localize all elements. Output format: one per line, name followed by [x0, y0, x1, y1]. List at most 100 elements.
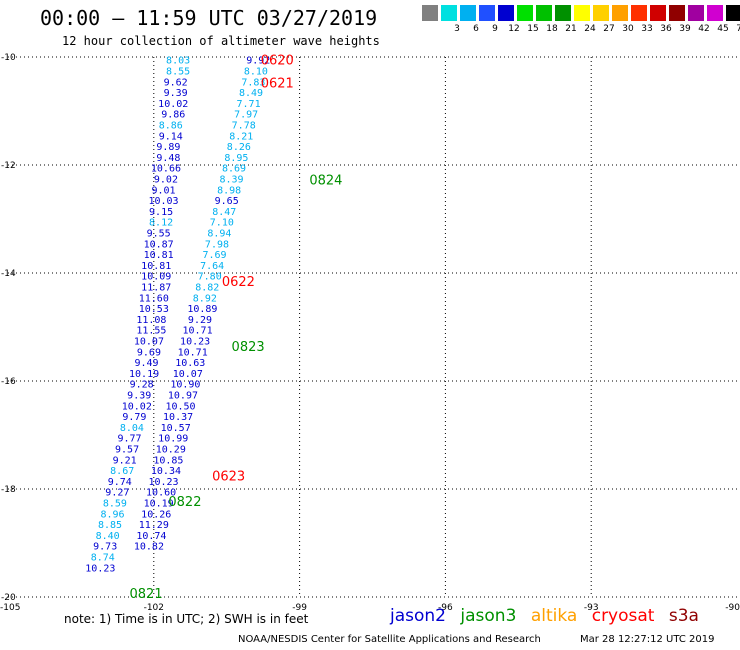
- swh-value: 10.87: [144, 239, 174, 250]
- swh-value: 10.23: [85, 563, 115, 574]
- swh-value: 10.99: [158, 434, 188, 445]
- colorbar-label: 36: [660, 24, 672, 34]
- swh-value: 7.10: [210, 218, 234, 229]
- lat-tick-label: -18: [1, 485, 16, 495]
- colorbar-label: 18: [546, 24, 558, 34]
- colorbar-swatch: [574, 5, 590, 21]
- legend-altika: altika: [530, 606, 578, 626]
- legend-cryosat: cryosat: [591, 606, 655, 626]
- colorbar-swatch: [726, 5, 740, 21]
- swh-value: 11.08: [136, 315, 166, 326]
- colorbar-swatch: [669, 5, 685, 21]
- swh-value: 10.85: [153, 455, 183, 466]
- swh-value: 8.40: [96, 531, 120, 542]
- pass-time-label: 0824: [309, 174, 342, 189]
- lat-tick-label: -16: [1, 377, 16, 387]
- swh-value: 8.21: [229, 131, 253, 142]
- footer-note: note: 1) Time is in UTC; 2) SWH is in fe…: [64, 612, 309, 626]
- colorbar-label: 39: [679, 24, 691, 34]
- swh-value: 10.37: [163, 412, 193, 423]
- swh-value: 10.82: [134, 542, 164, 553]
- swh-value: 10.23: [180, 337, 210, 348]
- swh-value: 10.02: [122, 401, 152, 412]
- pass-time-label: 0622: [222, 275, 255, 290]
- swh-value: 8.82: [195, 283, 219, 294]
- swh-value: 10.81: [144, 250, 174, 261]
- lon-tick-label: -90: [725, 603, 740, 613]
- swh-value: 10.89: [187, 304, 217, 315]
- swh-value: 8.69: [222, 164, 246, 175]
- colorbar-label: 24: [584, 24, 596, 34]
- swh-value: 7.97: [234, 110, 258, 121]
- swh-value: 9.28: [130, 380, 154, 391]
- swh-value: 8.04: [120, 423, 144, 434]
- swh-value: 9.29: [188, 315, 212, 326]
- swh-value: 9.49: [134, 358, 158, 369]
- swh-value: 8.95: [224, 153, 248, 164]
- lat-tick-label: -12: [1, 161, 16, 171]
- swh-value: 9.89: [156, 142, 180, 153]
- swh-value: 7.83: [241, 77, 265, 88]
- swh-value: 10.07: [134, 337, 164, 348]
- swh-value: 8.85: [98, 520, 122, 531]
- colorbar-swatch: [498, 5, 514, 21]
- swh-value: 9.69: [137, 347, 161, 358]
- lat-tick-label: -10: [1, 53, 16, 63]
- swh-value: 9.55: [147, 229, 171, 240]
- colorbar-label: 45: [717, 24, 729, 34]
- swh-value: 10.23: [148, 477, 178, 488]
- swh-value: 8.59: [103, 499, 127, 510]
- swh-value: 10.60: [146, 488, 176, 499]
- swh-value: 10.71: [182, 326, 212, 337]
- generated-timestamp: Mar 28 12:27:12 UTC 2019: [580, 634, 715, 645]
- colorbar-label: 3: [454, 24, 460, 34]
- satellite-legend: jason2 jason3 altika cryosat s3a: [390, 606, 708, 626]
- pass-time-label: 0623: [212, 470, 245, 485]
- swh-value: 9.73: [93, 542, 117, 553]
- swh-value: 7.69: [203, 250, 227, 261]
- swh-value: 8.86: [159, 121, 183, 132]
- swh-value: 11.87: [141, 283, 171, 294]
- colorbar-swatch: [422, 5, 438, 21]
- swh-value: 10.53: [139, 304, 169, 315]
- swh-value: 8.10: [244, 67, 268, 78]
- swh-value: 8.12: [149, 218, 173, 229]
- credit-line: NOAA/NESDIS Center for Satellite Applica…: [238, 634, 541, 645]
- colorbar-label: 6: [473, 24, 479, 34]
- swh-value: 10.71: [178, 347, 208, 358]
- colorbar-swatch: [555, 5, 571, 21]
- colorbar-swatch: [707, 5, 723, 21]
- swh-value: 10.50: [165, 401, 195, 412]
- lat-tick-label: -20: [1, 593, 16, 603]
- swh-value: 8.47: [212, 207, 236, 218]
- swh-value: 10.02: [158, 99, 188, 110]
- swh-value: 7.71: [237, 99, 261, 110]
- swh-value: 11.29: [139, 520, 169, 531]
- swh-value: 8.67: [110, 466, 134, 477]
- swh-value: 9.14: [159, 131, 183, 142]
- page-subtitle: 12 hour collection of altimeter wave hei…: [62, 34, 380, 48]
- swh-value: 8.39: [220, 175, 244, 186]
- colorbar-label: 12: [508, 24, 520, 34]
- swh-value: 10.63: [175, 358, 205, 369]
- colorbar-swatch: [612, 5, 628, 21]
- colorbar-label: 33: [641, 24, 653, 34]
- swh-value: 8.55: [166, 67, 190, 78]
- swh-value: 10.19: [129, 369, 159, 380]
- swh-value: 9.86: [161, 110, 185, 121]
- swh-value: 8.92: [193, 293, 217, 304]
- swh-value: 10.03: [148, 196, 178, 207]
- colorbar-label: 15: [527, 24, 539, 34]
- pass-time-label: 0821: [130, 587, 163, 602]
- swh-value: 9.65: [215, 196, 239, 207]
- lon-tick-label: -96: [438, 603, 453, 613]
- swh-value: 9.21: [113, 455, 137, 466]
- swh-value: 10.66: [151, 164, 181, 175]
- swh-value: 9.48: [156, 153, 180, 164]
- swh-value: 9.39: [127, 391, 151, 402]
- colorbar-swatch: [441, 5, 457, 21]
- swh-value: 8.49: [239, 88, 263, 99]
- pass-time-label: 0621: [261, 76, 294, 91]
- swh-value: 7.64: [200, 261, 224, 272]
